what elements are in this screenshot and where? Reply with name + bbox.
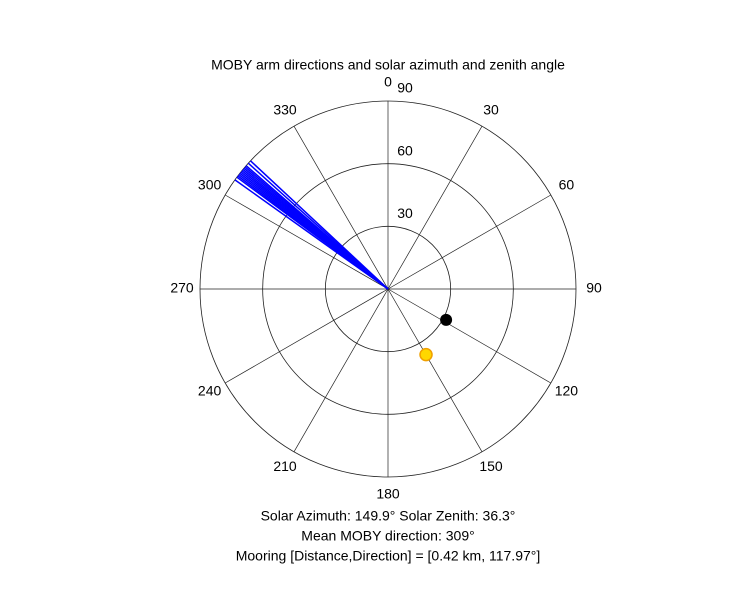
theta-tick-label: 90 bbox=[586, 280, 602, 296]
sun-marker bbox=[419, 347, 433, 362]
annotation: Mean MOBY direction: 309° bbox=[301, 528, 474, 544]
mooring-marker bbox=[440, 313, 453, 326]
ring bbox=[262, 163, 514, 415]
r-tick-label: 30 bbox=[397, 205, 413, 221]
theta-tick-label: 150 bbox=[479, 458, 503, 474]
spoke bbox=[387, 288, 483, 452]
theta-tick-label: 0 bbox=[384, 74, 392, 90]
ring bbox=[199, 100, 577, 478]
annotation: Solar Azimuth: 149.9° Solar Zenith: 36.3… bbox=[261, 508, 516, 524]
spoke bbox=[387, 194, 551, 290]
theta-tick-label: 30 bbox=[483, 101, 499, 117]
theta-tick-label: 210 bbox=[273, 458, 297, 474]
theta-tick-label: 330 bbox=[273, 101, 297, 117]
spoke bbox=[387, 288, 551, 384]
theta-tick-label: 270 bbox=[170, 280, 194, 296]
spoke bbox=[293, 288, 389, 452]
r-tick-label: 90 bbox=[397, 80, 413, 96]
spoke bbox=[293, 126, 389, 290]
annotation: Mooring [Distance,Direction] = [0.42 km,… bbox=[236, 548, 541, 564]
ring bbox=[324, 225, 452, 353]
theta-tick-label: 180 bbox=[376, 486, 400, 502]
theta-tick-label: 60 bbox=[559, 177, 575, 193]
spoke bbox=[387, 126, 483, 290]
theta-tick-label: 120 bbox=[555, 383, 579, 399]
arm-direction bbox=[249, 160, 389, 290]
theta-tick-label: 300 bbox=[198, 177, 222, 193]
theta-tick-label: 240 bbox=[198, 383, 222, 399]
chart-title: MOBY arm directions and solar azimuth an… bbox=[211, 57, 565, 73]
spoke bbox=[225, 194, 389, 290]
r-tick-label: 60 bbox=[397, 142, 413, 158]
spoke bbox=[225, 288, 389, 384]
